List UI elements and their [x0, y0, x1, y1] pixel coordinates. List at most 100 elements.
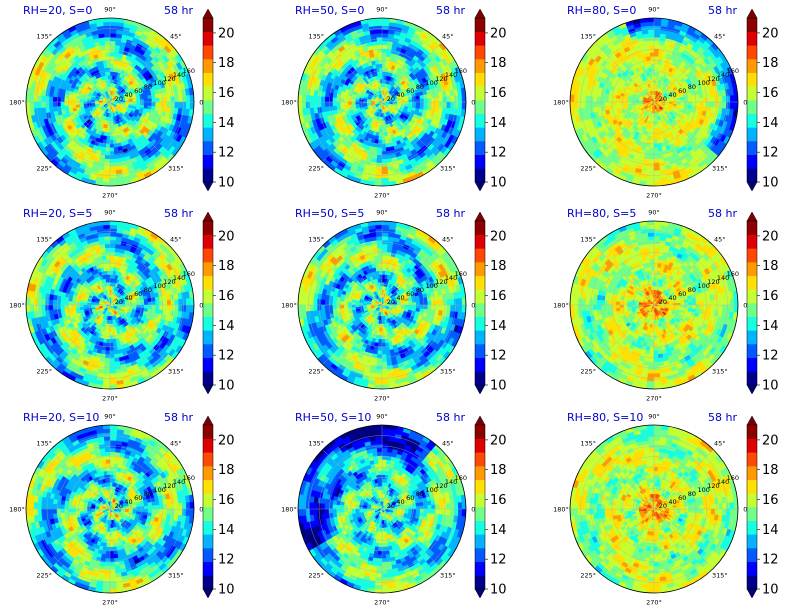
- colorbar: 10 12 14 16 18 20: [746, 211, 779, 395]
- panel-time-label: 58 hr: [164, 207, 193, 220]
- theta-tick-label: 315°: [168, 367, 184, 375]
- colorbar-tick-label: 10: [218, 583, 235, 598]
- polar-frame: [25, 17, 195, 187]
- colorbar-segment: [747, 452, 757, 467]
- colorbar-tick-label: 12: [762, 349, 779, 364]
- colorbar-segment: [475, 141, 485, 155]
- colorbar-segment: [475, 357, 485, 372]
- colorbar-tick-label: 18: [490, 259, 507, 274]
- colorbar-segment: [203, 59, 213, 73]
- theta-tick-label: 225°: [580, 571, 596, 579]
- theta-tick-label: 270°: [102, 192, 118, 200]
- r-tick-label: 160: [727, 67, 739, 75]
- colorbar-segment: [203, 113, 213, 128]
- colorbar-segment: [203, 507, 213, 521]
- theta-tick-label: 90°: [376, 413, 388, 421]
- r-tick-label: 140: [173, 274, 185, 282]
- colorbar-segment: [747, 493, 757, 508]
- colorbar-segment: [747, 141, 757, 155]
- theta-tick-label: 135°: [580, 33, 596, 41]
- colorbar-tick-label: 12: [762, 146, 779, 161]
- colorbar-segment: [747, 575, 757, 590]
- colorbar-tick-label: 18: [762, 56, 779, 71]
- r-tick-label: 60: [134, 87, 142, 95]
- r-tick-label: 40: [124, 294, 132, 302]
- colorbar-segment: [203, 479, 213, 494]
- r-tick-label: 100: [698, 79, 710, 87]
- theta-tick-label: 180°: [281, 506, 297, 514]
- colorbar-tick-label: 14: [218, 319, 235, 334]
- colorbar: 10 12 14 16 18 20: [202, 211, 235, 395]
- theta-tick-label: 270°: [374, 599, 390, 607]
- r-tick-label: 80: [416, 83, 424, 91]
- theta-tick-label: 225°: [580, 367, 596, 375]
- theta-tick-label: 225°: [36, 367, 52, 375]
- r-tick-label: 40: [396, 294, 404, 302]
- polar-frame: [297, 424, 467, 594]
- colorbar-segment: [475, 154, 485, 169]
- colorbar-segment: [747, 18, 757, 32]
- panel-8: 204060801001201401600°45°90°135°180°225°…: [281, 411, 506, 607]
- theta-tick-label: 180°: [281, 302, 297, 310]
- r-tick-label: 100: [426, 282, 438, 290]
- theta-tick-label: 135°: [36, 440, 52, 448]
- colorbar-segment: [747, 548, 757, 562]
- theta-tick-label: 315°: [712, 164, 728, 172]
- colorbar-tick-label: 16: [762, 493, 779, 508]
- theta-tick-label: 315°: [712, 571, 728, 579]
- r-tick-label: 120: [435, 278, 447, 286]
- colorbar-segment: [475, 221, 485, 235]
- colorbar-tick-label: 20: [490, 433, 507, 448]
- colorbar-segment: [747, 262, 757, 276]
- r-tick-label: 160: [727, 474, 739, 482]
- colorbar-segment: [475, 262, 485, 276]
- r-tick-label: 120: [707, 75, 719, 83]
- colorbar: 10 12 14 16 18 20: [474, 415, 507, 599]
- colorbar-segment: [747, 507, 757, 521]
- theta-tick-label: 135°: [36, 236, 52, 244]
- colorbar-tick-label: 12: [218, 146, 235, 161]
- colorbar-segment: [747, 234, 757, 249]
- colorbar-tick-label: 18: [218, 463, 235, 478]
- panel-title: RH=80, S=0: [567, 4, 636, 17]
- theta-tick-label: 180°: [281, 99, 297, 107]
- colorbar-tick-label: 10: [490, 379, 507, 394]
- theta-tick-label: 90°: [648, 6, 660, 14]
- r-tick-label: 60: [678, 290, 686, 298]
- colorbar-segment: [475, 168, 485, 183]
- colorbar-segment: [747, 330, 757, 345]
- colorbar-tick-label: 20: [218, 229, 235, 244]
- colorbar-tick-label: 20: [490, 229, 507, 244]
- theta-tick-label: 45°: [170, 236, 182, 244]
- theta-tick-label: 45°: [170, 33, 182, 41]
- theta-tick-label: 180°: [553, 506, 569, 514]
- r-tick-label: 160: [455, 474, 467, 482]
- r-tick-label: 40: [668, 91, 676, 99]
- colorbar-tick-label: 10: [762, 176, 779, 191]
- colorbar-segment: [747, 289, 757, 304]
- theta-tick-label: 90°: [648, 413, 660, 421]
- theta-tick-label: 180°: [9, 302, 25, 310]
- theta-tick-label: 135°: [308, 440, 324, 448]
- colorbar-segment: [475, 548, 485, 562]
- colorbar-segment: [747, 520, 757, 535]
- colorbar-segment: [747, 303, 757, 317]
- colorbar-segment: [203, 31, 213, 46]
- r-tick-label: 140: [717, 71, 729, 79]
- colorbar: 10 12 14 16 18 20: [746, 8, 779, 192]
- colorbar-segment: [475, 452, 485, 467]
- colorbar-segment: [203, 86, 213, 101]
- colorbar-tick-label: 16: [490, 493, 507, 508]
- r-tick-label: 160: [727, 270, 739, 278]
- r-tick-label: 80: [688, 490, 696, 498]
- colorbar-tick-label: 14: [490, 523, 507, 538]
- colorbar-segment: [475, 248, 485, 263]
- theta-tick-label: 180°: [9, 506, 25, 514]
- colorbar-segment: [747, 168, 757, 183]
- theta-tick-label: 180°: [9, 99, 25, 107]
- colorbar: 10 12 14 16 18 20: [202, 8, 235, 192]
- colorbar-segment: [203, 234, 213, 249]
- r-tick-label: 80: [688, 286, 696, 294]
- r-tick-label: 20: [659, 502, 667, 510]
- r-tick-label: 80: [688, 83, 696, 91]
